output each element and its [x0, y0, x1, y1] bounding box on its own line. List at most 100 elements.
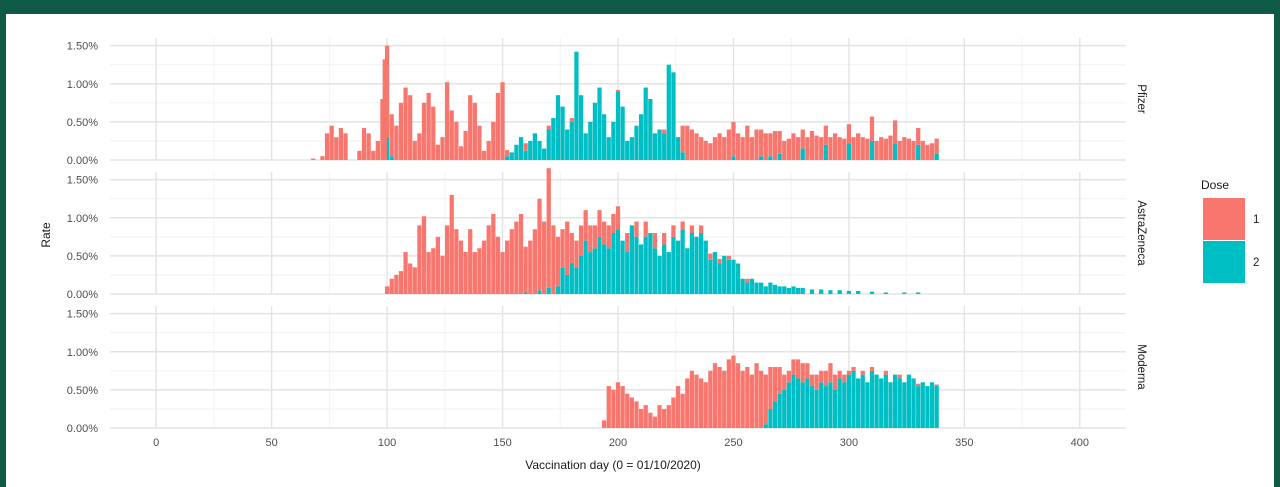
- y-tick-label: 1.00%: [67, 79, 98, 91]
- bar-dose-1: [685, 125, 690, 160]
- bar-dose-1: [694, 133, 699, 160]
- bar-dose-1: [472, 252, 477, 294]
- bar-dose-2: [842, 382, 847, 428]
- bar-dose-2: [786, 287, 791, 294]
- bar-dose-1: [597, 210, 602, 237]
- bar-dose-2: [819, 382, 824, 428]
- bar-dose-1: [634, 221, 639, 237]
- bar-dose-1: [749, 374, 755, 428]
- bar-dose-1: [382, 59, 387, 160]
- bar-dose-1: [851, 367, 856, 371]
- bar-dose-1: [625, 393, 630, 428]
- bar-dose-2: [782, 286, 787, 294]
- bar-dose-1: [652, 233, 658, 249]
- bar-dose-2: [699, 233, 704, 294]
- bar-dose-1: [574, 240, 579, 268]
- bar-dose-2: [759, 156, 764, 160]
- bar-dose-2: [892, 374, 898, 428]
- bar-dose-2: [652, 248, 658, 294]
- bar-dose-1: [662, 233, 667, 245]
- bar-dose-1: [569, 118, 574, 122]
- bar-dose-1: [546, 168, 551, 288]
- y-tick-label: 1.50%: [67, 309, 98, 321]
- bar-dose-2: [768, 282, 773, 294]
- bar-dose-1: [324, 133, 330, 160]
- bar-dose-2: [856, 378, 861, 428]
- bar-dose-1: [477, 125, 482, 160]
- bar-dose-2: [689, 233, 695, 294]
- bar-dose-1: [620, 386, 625, 428]
- bar-dose-1: [412, 267, 417, 294]
- bar-dose-1: [763, 133, 768, 160]
- legend-key-swatch: [1203, 198, 1245, 240]
- bar-dose-2: [906, 374, 912, 428]
- bar-dose-1: [740, 137, 745, 160]
- bar-dose-2: [657, 255, 662, 294]
- bar-dose-1: [837, 370, 842, 379]
- bar-dose-2: [523, 292, 528, 294]
- bar-dose-1: [403, 87, 408, 160]
- bar-dose-2: [763, 424, 768, 428]
- bar-dose-1: [911, 140, 916, 160]
- bar-dose-2: [777, 393, 782, 428]
- bar-dose-1: [699, 225, 704, 233]
- bar-dose-1: [421, 216, 427, 294]
- bar-dose-2: [832, 389, 838, 428]
- bar-dose-1: [528, 240, 533, 294]
- bar-dose-1: [842, 138, 847, 160]
- bar-dose-1: [435, 144, 441, 160]
- bar-dose-2: [680, 152, 685, 160]
- bar-dose-2: [523, 150, 528, 160]
- bar-dose-1: [842, 374, 847, 383]
- bar-dose-1: [514, 221, 519, 294]
- bar-dose-1: [823, 125, 828, 145]
- bar-dose-1: [435, 236, 441, 294]
- bar-dose-1: [389, 278, 394, 294]
- bar-dose-1: [518, 213, 524, 294]
- bar-dose-1: [662, 408, 667, 428]
- bar-dose-1: [384, 286, 390, 294]
- bar-dose-1: [768, 133, 773, 157]
- bar-dose-1: [777, 131, 782, 154]
- y-tick-label: 1.50%: [67, 41, 98, 53]
- bar-dose-2: [883, 292, 888, 294]
- bar-dose-1: [662, 129, 667, 134]
- bar-dose-2: [634, 236, 639, 294]
- bar-dose-1: [726, 129, 731, 160]
- bar-dose-2: [934, 153, 939, 160]
- bar-dose-2: [846, 143, 852, 160]
- bar-dose-2: [638, 244, 644, 294]
- bar-dose-2: [791, 374, 796, 428]
- bar-dose-2: [809, 386, 815, 428]
- bar-dose-1: [495, 236, 501, 294]
- bar-dose-1: [440, 137, 445, 160]
- bar-dose-1: [814, 135, 819, 160]
- bar-dose-1: [671, 397, 676, 428]
- bar-dose-1: [883, 138, 888, 160]
- bars-pfizer: [311, 45, 939, 160]
- bar-dose-1: [832, 133, 838, 160]
- bar-dose-2: [671, 72, 676, 160]
- bar-dose-2: [837, 290, 842, 294]
- bar-dose-1: [846, 370, 852, 375]
- bar-dose-2: [772, 284, 778, 294]
- bar-dose-1: [491, 121, 496, 160]
- bar-dose-1: [606, 225, 611, 249]
- bar-dose-1: [929, 143, 935, 160]
- bar-dose-2: [518, 137, 524, 160]
- bar-dose-2: [648, 233, 653, 294]
- bar-dose-1: [408, 95, 413, 160]
- bar-dose-2: [856, 290, 861, 294]
- bar-dose-2: [782, 389, 787, 428]
- legend-key-label: 2: [1253, 257, 1259, 269]
- bar-dose-2: [846, 374, 852, 428]
- bar-dose-1: [417, 133, 422, 160]
- bar-dose-1: [731, 355, 736, 428]
- bar-dose-2: [541, 148, 547, 160]
- legend: Dose 1 2: [1201, 178, 1259, 283]
- bar-dose-2: [735, 263, 741, 294]
- x-tick-label: 350: [955, 437, 973, 449]
- bar-dose-2: [592, 102, 598, 160]
- bar-dose-2: [505, 156, 510, 160]
- bar-dose-1: [703, 382, 708, 428]
